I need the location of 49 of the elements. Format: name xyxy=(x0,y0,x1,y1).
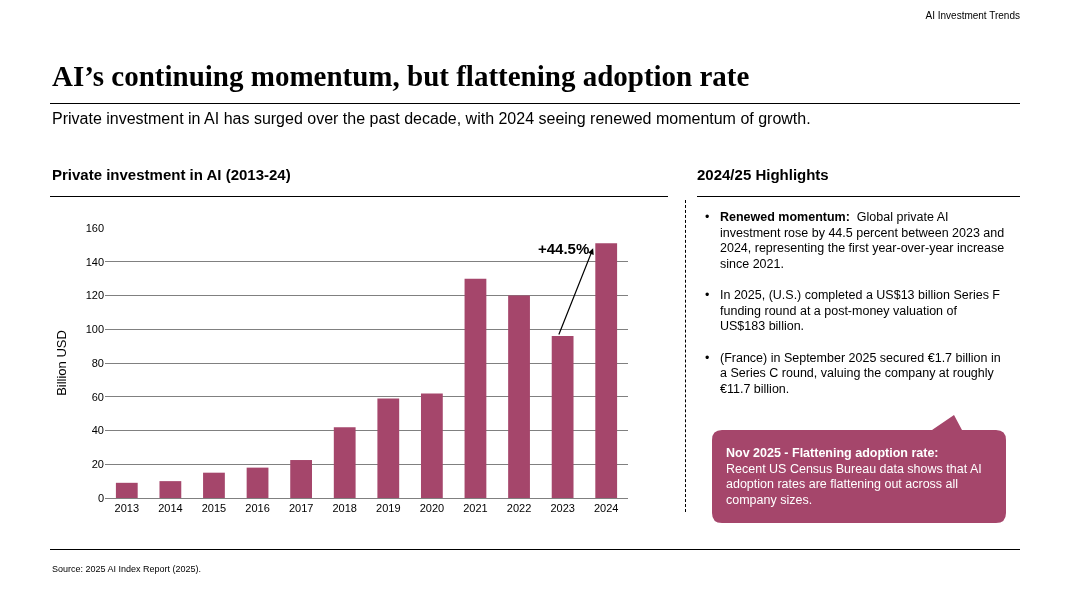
y-tick-label: 20 xyxy=(91,458,104,471)
bar xyxy=(333,427,356,498)
bar xyxy=(246,467,269,498)
text: Recent US Census Bureau data shows that AI adoption rates are flattening out across all company sizes. xyxy=(726,461,982,507)
y-tick-label: 100 xyxy=(85,323,104,336)
bar xyxy=(377,398,400,498)
y-tick-label: 60 xyxy=(91,390,104,403)
x-tick-label: 2014 xyxy=(158,502,183,515)
text: 2024/25 Highlights xyxy=(697,166,829,183)
text: Private investment in AI (2013-24) xyxy=(52,166,291,183)
chart-title: AI’s continuing momentum, but flattening adoption rate xyxy=(52,60,750,93)
text: AI Investment Trends xyxy=(925,10,1020,21)
y-axis-title: Billion USD xyxy=(53,330,69,396)
bar xyxy=(595,243,618,498)
y-tick-label: 0 xyxy=(97,491,104,504)
x-tick-label: 2024 xyxy=(593,502,619,515)
text: In 2025, (U.S.) completed a US$13 billion Series F funding round at a post-money valuation of US$183 billion. xyxy=(720,288,1001,335)
text: • xyxy=(705,350,710,365)
x-tick-label: 2023 xyxy=(550,502,575,515)
text: • xyxy=(705,288,711,304)
text: Renewed momentum: xyxy=(720,210,850,224)
bar xyxy=(159,481,182,498)
x-tick-label: 2016 xyxy=(245,502,270,515)
text: (France) in September 2025 secured €1.7 billion in a Series C round, valuing the company at roughly €11.7 billion. xyxy=(720,350,1002,397)
bar xyxy=(115,482,138,498)
bar xyxy=(203,472,225,498)
y-tick-label: 120 xyxy=(85,289,104,302)
text: • xyxy=(705,210,710,224)
text: Nov 2025 - Flattening adoption rate: xyxy=(726,446,939,460)
chart-subtitle: Private investment in AI has surged over the past decade, with 2024 seeing renewed momentum of growth. xyxy=(52,110,811,128)
x-tick-label: 2021 xyxy=(463,502,488,515)
x-tick-label: 2022 xyxy=(506,502,532,515)
bar xyxy=(551,336,574,498)
x-tick-label: 2013 xyxy=(114,502,140,515)
x-tick-label: 2019 xyxy=(376,502,401,515)
y-tick-label: 40 xyxy=(91,424,104,437)
x-tick-label: 2020 xyxy=(419,502,445,515)
y-tick-label: 140 xyxy=(85,255,104,268)
x-tick-label: 2018 xyxy=(332,502,357,515)
source-note: Source: 2025 AI Index Report (2025). xyxy=(52,564,202,574)
annotation: +44.5% xyxy=(538,240,590,257)
y-tick-label: 80 xyxy=(91,356,104,369)
x-tick-label: 2017 xyxy=(288,502,314,515)
y-tick-label: 160 xyxy=(85,221,104,234)
bar xyxy=(464,278,487,498)
bar xyxy=(420,393,443,498)
bar xyxy=(508,295,530,498)
bar xyxy=(290,460,313,498)
x-tick-label: 2015 xyxy=(201,502,227,515)
